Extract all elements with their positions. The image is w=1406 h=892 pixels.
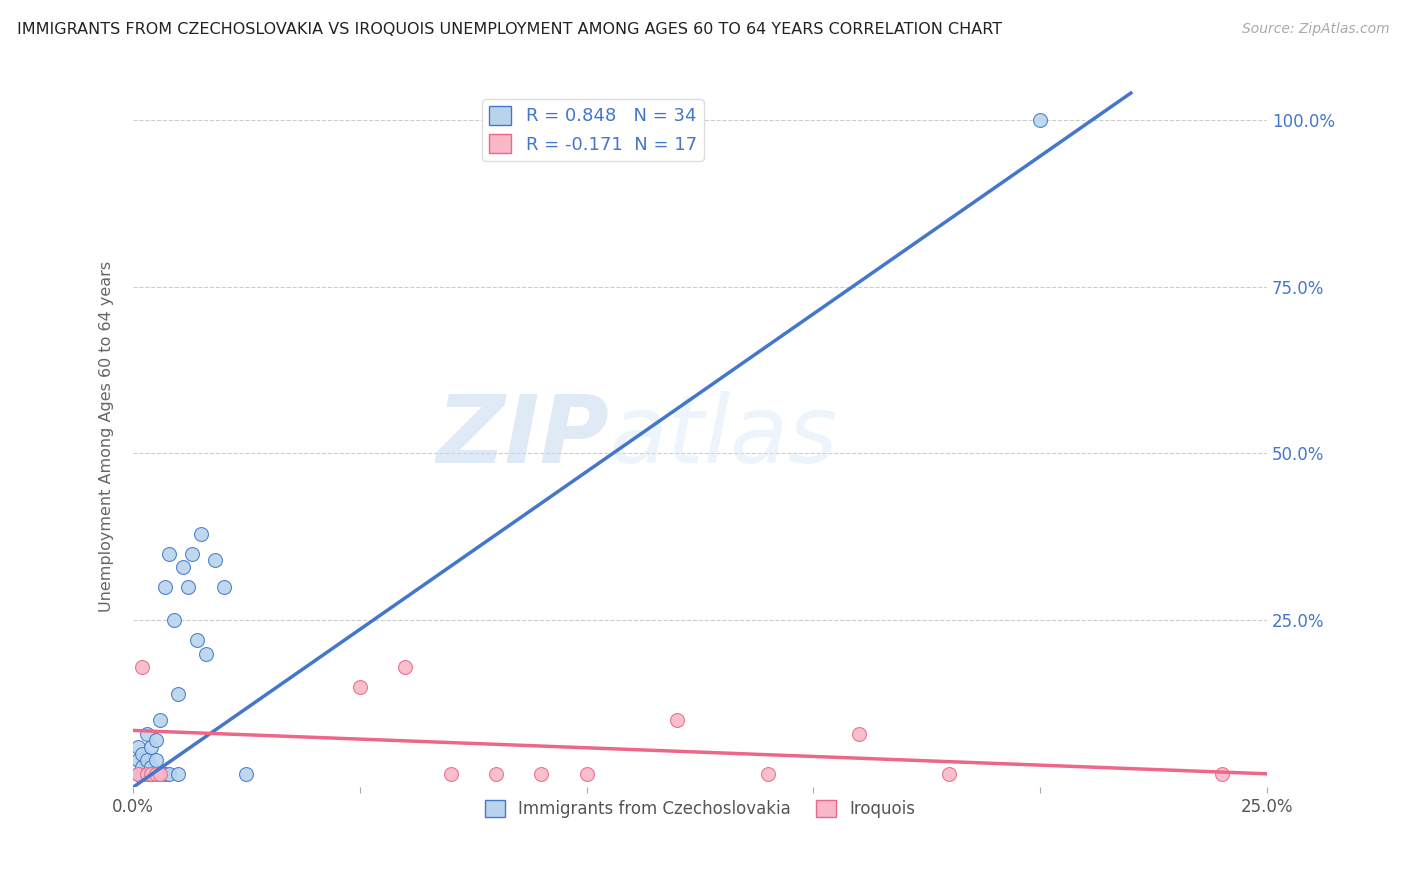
- Point: [127, 754, 149, 768]
- Point: [131, 760, 153, 774]
- Point: [135, 767, 157, 781]
- Point: [181, 547, 204, 561]
- Point: [131, 767, 153, 781]
- Point: [167, 687, 190, 701]
- Point: [157, 547, 180, 561]
- Point: [127, 767, 149, 781]
- Point: [141, 760, 163, 774]
- Point: [190, 526, 212, 541]
- Point: [349, 680, 371, 694]
- Point: [235, 767, 257, 781]
- Point: [153, 767, 176, 781]
- Point: [145, 733, 167, 747]
- Point: [938, 767, 960, 781]
- Point: [145, 754, 167, 768]
- Point: [153, 580, 176, 594]
- Point: [186, 633, 208, 648]
- Text: ZIP: ZIP: [436, 391, 609, 483]
- Point: [666, 714, 689, 728]
- Point: [194, 647, 217, 661]
- Point: [756, 767, 779, 781]
- Point: [135, 754, 157, 768]
- Point: [485, 767, 508, 781]
- Point: [157, 767, 180, 781]
- Point: [145, 767, 167, 781]
- Point: [149, 714, 172, 728]
- Point: [135, 727, 157, 741]
- Point: [439, 767, 461, 781]
- Legend: Immigrants from Czechoslovakia, Iroquois: Immigrants from Czechoslovakia, Iroquois: [478, 793, 922, 824]
- Point: [149, 767, 172, 781]
- Point: [394, 660, 416, 674]
- Point: [141, 740, 163, 755]
- Point: [127, 767, 149, 781]
- Point: [575, 767, 598, 781]
- Point: [530, 767, 553, 781]
- Text: Source: ZipAtlas.com: Source: ZipAtlas.com: [1241, 22, 1389, 37]
- Point: [167, 767, 190, 781]
- Y-axis label: Unemployment Among Ages 60 to 64 years: Unemployment Among Ages 60 to 64 years: [100, 261, 114, 612]
- Point: [145, 767, 167, 781]
- Point: [848, 727, 870, 741]
- Point: [135, 767, 157, 781]
- Point: [141, 767, 163, 781]
- Point: [131, 747, 153, 761]
- Point: [149, 767, 172, 781]
- Point: [141, 767, 163, 781]
- Point: [131, 660, 153, 674]
- Point: [172, 560, 194, 574]
- Point: [163, 613, 186, 627]
- Point: [204, 553, 226, 567]
- Point: [176, 580, 198, 594]
- Point: [1211, 767, 1233, 781]
- Point: [212, 580, 235, 594]
- Text: atlas: atlas: [609, 392, 838, 483]
- Text: IMMIGRANTS FROM CZECHOSLOVAKIA VS IROQUOIS UNEMPLOYMENT AMONG AGES 60 TO 64 YEAR: IMMIGRANTS FROM CZECHOSLOVAKIA VS IROQUO…: [17, 22, 1002, 37]
- Point: [1029, 112, 1052, 127]
- Point: [127, 740, 149, 755]
